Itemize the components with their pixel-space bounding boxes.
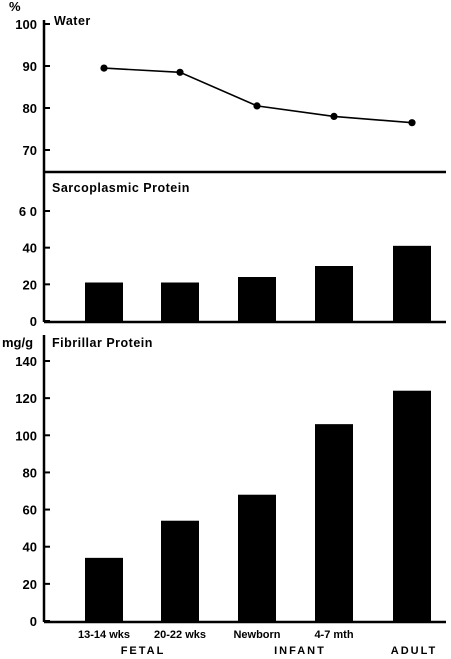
group-label-fetal: FETAL: [121, 645, 166, 657]
water-panel: % Water 100 90 80 70: [9, 0, 446, 174]
sarcoplasmic-tick-label: 6 0: [19, 204, 37, 219]
fibrillar-bar: [393, 390, 431, 622]
x-category-label: 4-7 mth: [314, 629, 353, 641]
sarcoplasmic-bar: [161, 282, 199, 322]
x-category-label: 20-22 wks: [154, 629, 206, 641]
sarcoplasmic-tick-label: 20: [23, 277, 37, 292]
fibrillar-tick-label: 140: [15, 354, 37, 369]
water-marks: [100, 64, 416, 127]
water-point: [253, 102, 261, 110]
water-tick-label: 70: [23, 143, 37, 158]
fibrillar-ticks: 140 120 100 80 60 40 20 0: [15, 354, 50, 629]
water-tick-label: 80: [23, 101, 37, 116]
fibrillar-tick-label: 40: [23, 540, 37, 555]
sarcoplasmic-bar: [393, 245, 431, 322]
sarcoplasmic-bar: [315, 266, 353, 322]
sarcoplasmic-tick-label: 40: [23, 241, 37, 256]
fibrillar-bar: [315, 424, 353, 622]
sarcoplasmic-tick-label: 0: [30, 314, 37, 329]
x-category-label-adult: ADULT: [391, 645, 437, 657]
water-point: [100, 64, 108, 72]
fibrillar-tick-label: 60: [23, 503, 37, 518]
fibrillar-panel: mg/g Fibrillar Protein 140 120 100 80 60 40 20…: [2, 335, 446, 629]
x-category-label: 13-14 wks: [78, 629, 130, 641]
fibrillar-bar: [238, 494, 276, 622]
x-category-labels: 13-14 wks 20-22 wks Newborn 4-7 mth ADULT: [78, 629, 437, 657]
fibrillar-tick-label: 80: [23, 465, 37, 480]
fibrillar-bar: [85, 557, 123, 622]
sarcoplasmic-title: Sarcoplasmic Protein: [52, 181, 190, 195]
fibrillar-unit-label: mg/g: [2, 335, 33, 350]
fibrillar-marks: [85, 390, 431, 622]
sarcoplasmic-bar: [238, 277, 276, 322]
fibrillar-tick-label: 120: [15, 391, 37, 406]
x-category-label: Newborn: [233, 629, 280, 641]
water-unit-label: %: [9, 0, 21, 14]
water-tick-label: 90: [23, 59, 37, 74]
water-ticks: 100 90 80 70: [15, 17, 50, 158]
water-series-line: [103, 67, 413, 124]
fibrillar-title: Fibrillar Protein: [52, 336, 153, 350]
sarcoplasmic-ticks: 6 0 40 20 0: [19, 204, 50, 329]
water-point: [408, 119, 416, 127]
fibrillar-tick-label: 20: [23, 577, 37, 592]
water-point: [330, 112, 338, 120]
group-label-infant: INFANT: [274, 645, 326, 657]
fibrillar-bar: [161, 520, 199, 622]
water-tick-label: 100: [15, 17, 37, 32]
sarcoplasmic-bar: [85, 282, 123, 322]
water-point: [176, 68, 184, 76]
fibrillar-tick-label: 0: [30, 614, 37, 629]
sarcoplasmic-panel: Sarcoplasmic Protein 6 0 40 20 0: [19, 172, 446, 329]
fibrillar-tick-label: 100: [15, 428, 37, 443]
water-title: Water: [54, 14, 91, 28]
sarcoplasmic-marks: [85, 245, 431, 322]
